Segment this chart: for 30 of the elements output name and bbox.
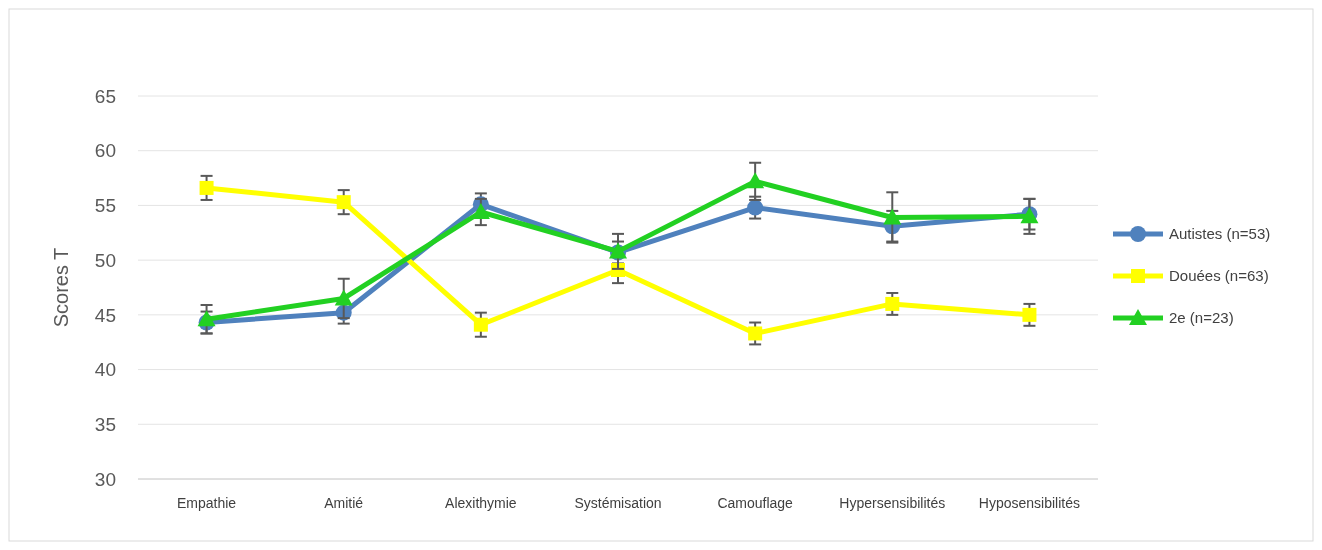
y-tick-label: 50 [94, 249, 116, 271]
x-tick-label: Empathie [176, 495, 237, 511]
point [199, 180, 214, 195]
y-tick-label: 60 [94, 140, 116, 162]
y-axis-title: Scores T [50, 247, 72, 328]
y-tick-label: 40 [94, 359, 116, 381]
point [197, 310, 216, 327]
y-tick-label: 35 [94, 413, 116, 435]
point [334, 289, 353, 306]
point [883, 208, 902, 225]
x-tick-label: Hypersensibilités [839, 495, 946, 511]
legend-label: Douées (n=63) [1169, 267, 1269, 285]
y-tick-label: 55 [94, 195, 116, 217]
x-tick-label: Systémisation [574, 495, 662, 511]
legend-label: 2e (n=23) [1169, 309, 1234, 327]
x-tick-label: Camouflage [717, 495, 794, 511]
x-tick-label: Hyposensibilités [978, 495, 1081, 511]
point [885, 296, 900, 311]
legend-label: Autistes (n=53) [1169, 225, 1271, 243]
point [747, 199, 764, 216]
y-tick-label: 45 [94, 304, 116, 326]
point [473, 317, 488, 332]
point [746, 172, 765, 189]
point [1022, 307, 1037, 322]
x-tick-label: Amitié [324, 495, 364, 511]
x-tick-label: Alexithymie [445, 495, 517, 511]
point [748, 326, 763, 341]
point [336, 195, 351, 210]
y-tick-label: 30 [94, 468, 116, 490]
y-tick-label: 65 [94, 85, 116, 107]
